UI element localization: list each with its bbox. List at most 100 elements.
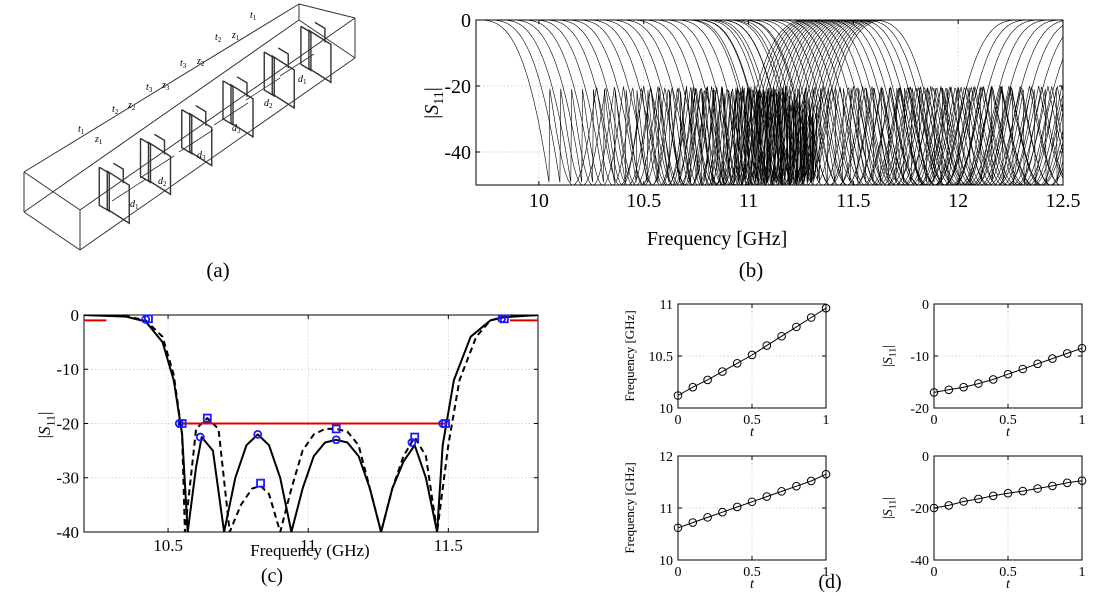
response-curve bbox=[672, 20, 871, 185]
data-point bbox=[821, 469, 831, 479]
diagram-edge bbox=[298, 3, 356, 19]
diagram-edge bbox=[23, 211, 81, 251]
x-axis-label: Frequency (GHz) bbox=[250, 541, 369, 560]
square-marker bbox=[202, 413, 212, 423]
data-point bbox=[929, 503, 939, 513]
series-group bbox=[84, 315, 538, 532]
series-line bbox=[677, 307, 827, 396]
response-curve bbox=[595, 20, 847, 185]
response-curve bbox=[830, 20, 1063, 185]
x-axis-label: t bbox=[750, 425, 755, 440]
data-point bbox=[1003, 369, 1013, 379]
diagram-edge bbox=[23, 19, 300, 213]
x-axis-label: t bbox=[1006, 577, 1011, 592]
data-point bbox=[718, 507, 727, 517]
square-marker bbox=[144, 314, 153, 324]
data-point bbox=[718, 367, 727, 376]
data-point bbox=[974, 379, 983, 388]
y-tick-label: 0 bbox=[71, 306, 80, 325]
x-tick-label: 1 bbox=[1079, 565, 1086, 580]
data-point bbox=[974, 494, 983, 504]
y-tick-label: -40 bbox=[56, 523, 79, 542]
data-point bbox=[732, 502, 742, 512]
diagram-edge bbox=[298, 19, 356, 59]
response-curve bbox=[838, 20, 1063, 185]
diagram-label: z1 bbox=[231, 30, 240, 42]
x-tick-label: 11.5 bbox=[836, 190, 870, 212]
x-tick-label: 0.5 bbox=[743, 565, 761, 580]
circle-marker bbox=[195, 432, 205, 442]
diagram-label: t1 bbox=[78, 124, 85, 136]
data-point bbox=[688, 518, 698, 527]
response-curve bbox=[853, 20, 1063, 185]
response-curve bbox=[519, 20, 824, 185]
dimension-line bbox=[245, 77, 281, 101]
data-point bbox=[688, 382, 698, 392]
square-marker bbox=[177, 419, 187, 428]
square-marker bbox=[410, 432, 420, 442]
diagram-label: t1 bbox=[250, 10, 257, 22]
iris-plate bbox=[222, 76, 248, 127]
data-point bbox=[777, 487, 786, 496]
diagram-label: z2 bbox=[127, 100, 136, 112]
diagram-label: d1 bbox=[130, 199, 139, 211]
response-curve bbox=[737, 20, 890, 185]
response-curve bbox=[552, 20, 835, 185]
data-point bbox=[929, 388, 939, 397]
data-point bbox=[1077, 476, 1087, 486]
diagram-label: t3 bbox=[180, 58, 187, 70]
diagram-label: t2 bbox=[112, 104, 119, 116]
x-axis-label: t bbox=[1006, 425, 1011, 440]
square-marker bbox=[499, 314, 509, 324]
iris-plate bbox=[98, 162, 124, 213]
data-point bbox=[806, 476, 816, 486]
chart-c: 10.5 11 11.5 0 -10 -20 -30 -40 Frequency (GHz) |S… bbox=[35, 306, 539, 560]
data-point bbox=[747, 350, 757, 360]
response-curve bbox=[731, 20, 1063, 185]
circle-marker bbox=[253, 429, 263, 439]
diagram-edge bbox=[79, 17, 356, 211]
chart-d3: 0 0.5 1 10 11 12 t Frequency [GHz] bbox=[622, 450, 831, 592]
data-point bbox=[821, 303, 831, 313]
iris-plate bbox=[308, 29, 332, 84]
response-curve bbox=[777, 20, 1063, 185]
y-tick-label: -10 bbox=[56, 360, 79, 379]
diagram-label: d3 bbox=[197, 150, 206, 162]
response-curve bbox=[683, 20, 874, 185]
diagram-label: t3 bbox=[146, 82, 153, 94]
response-curve bbox=[868, 20, 1063, 185]
chart-d1: 0 0.5 1 10 10.5 11 t Frequency [GHz] bbox=[622, 298, 831, 440]
response-curve bbox=[694, 20, 877, 185]
dimension-line bbox=[213, 102, 249, 126]
x-tick-label: 0.5 bbox=[999, 565, 1017, 580]
x-tick-label: 12.5 bbox=[1046, 190, 1081, 212]
y-axis-label: |S11| bbox=[881, 497, 899, 519]
caption-a: (a) bbox=[206, 258, 229, 282]
data-point bbox=[1003, 488, 1013, 498]
data-point bbox=[703, 513, 712, 522]
data-point bbox=[1018, 486, 1028, 496]
data-point bbox=[777, 331, 786, 341]
response-curve bbox=[617, 20, 854, 185]
response-curve bbox=[628, 20, 857, 185]
x-tick-label: 0.5 bbox=[999, 413, 1017, 428]
data-point bbox=[959, 497, 968, 506]
y-tick-label: 10.5 bbox=[649, 350, 674, 365]
iris-plate bbox=[230, 83, 254, 139]
x-tick-label: 11 bbox=[300, 536, 316, 555]
y-tick-label: -20 bbox=[56, 414, 79, 433]
response-curve bbox=[861, 20, 1063, 185]
data-point bbox=[944, 501, 954, 510]
response-curve bbox=[574, 20, 841, 185]
y-tick-label: -10 bbox=[910, 350, 929, 365]
y-tick-label: -30 bbox=[56, 469, 79, 488]
y-axis-label: |S11| bbox=[881, 345, 899, 367]
response-curve bbox=[704, 20, 880, 185]
chart-b: 10 10.5 11 11.5 12 12.5 0 -20 -40 Frequency [GHz]… bbox=[421, 10, 1081, 250]
response-curve bbox=[845, 20, 1063, 185]
x-tick-label: 11 bbox=[739, 190, 758, 212]
data-point bbox=[732, 358, 742, 368]
x-tick-label: 10 bbox=[529, 190, 549, 212]
dimension-line bbox=[279, 53, 315, 77]
